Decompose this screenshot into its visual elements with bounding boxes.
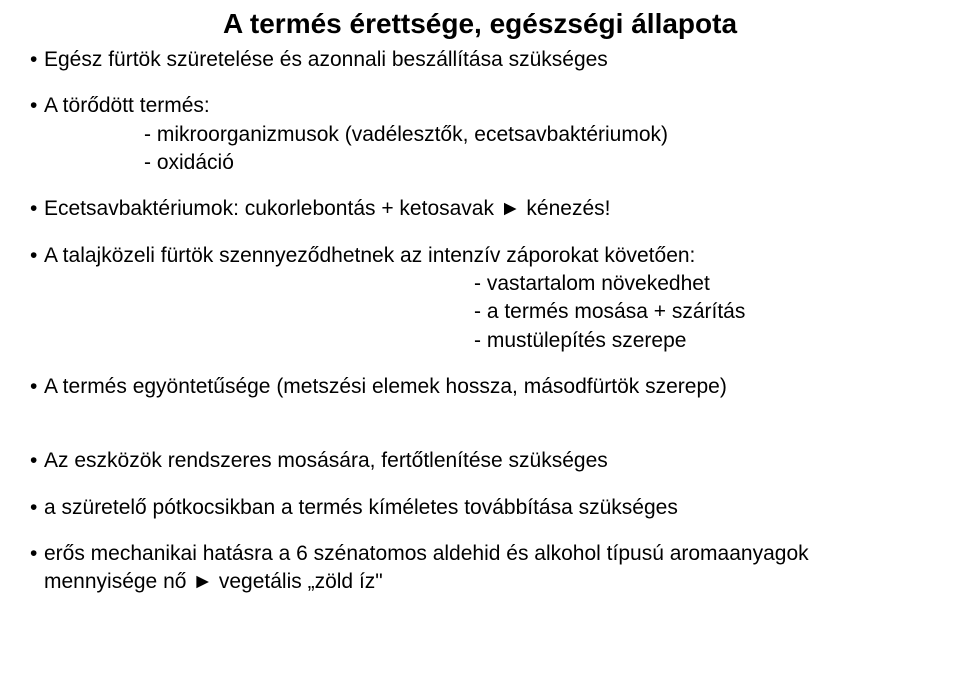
bullet-item: A talajközeli fürtök szennyeződhetnek az…: [30, 242, 930, 355]
bullet-item: erős mechanikai hatásra a 6 szénatomos a…: [30, 540, 930, 597]
bullet-text: A törődött termés:: [44, 94, 210, 117]
bullet-list-2: Az eszközök rendszeres mosására, fertőtl…: [30, 447, 930, 596]
bullet-list-1: Egész fürtök szüretelése és azonnali bes…: [30, 46, 930, 401]
bullet-text: erős mechanikai hatásra a 6 szénatomos a…: [44, 542, 809, 565]
page-title: A termés érettsége, egészségi állapota: [30, 8, 930, 40]
sub-line: - mustülepítés szerepe: [44, 327, 930, 355]
bullet-item: Az eszközök rendszeres mosására, fertőtl…: [30, 447, 930, 475]
bullet-text: Ecetsavbaktériumok: cukorlebontás + keto…: [44, 197, 611, 220]
sub-line: - oxidáció: [44, 149, 930, 177]
bullet-text: Az eszközök rendszeres mosására, fertőtl…: [44, 449, 608, 472]
sub-line: - mikroorganizmusok (vadélesztők, ecetsa…: [44, 121, 930, 149]
bullet-text-cont: mennyisége nő ► vegetális „zöld íz": [44, 568, 930, 596]
bullet-item: A termés egyöntetűsége (metszési elemek …: [30, 373, 930, 401]
bullet-text: Egész fürtök szüretelése és azonnali bes…: [44, 48, 608, 71]
bullet-item: a szüretelő pótkocsikban a termés kíméle…: [30, 494, 930, 522]
document-page: A termés érettsége, egészségi állapota E…: [0, 0, 960, 635]
bullet-text: a szüretelő pótkocsikban a termés kíméle…: [44, 496, 678, 519]
sub-line: - a termés mosása + szárítás: [44, 298, 930, 326]
sub-line: - vastartalom növekedhet: [44, 270, 930, 298]
section-gap: [30, 419, 930, 447]
bullet-text: A termés egyöntetűsége (metszési elemek …: [44, 375, 727, 398]
bullet-text: A talajközeli fürtök szennyeződhetnek az…: [44, 244, 695, 267]
bullet-item: Egész fürtök szüretelése és azonnali bes…: [30, 46, 930, 74]
bullet-item: Ecetsavbaktériumok: cukorlebontás + keto…: [30, 195, 930, 223]
bullet-item: A törődött termés: - mikroorganizmusok (…: [30, 92, 930, 177]
